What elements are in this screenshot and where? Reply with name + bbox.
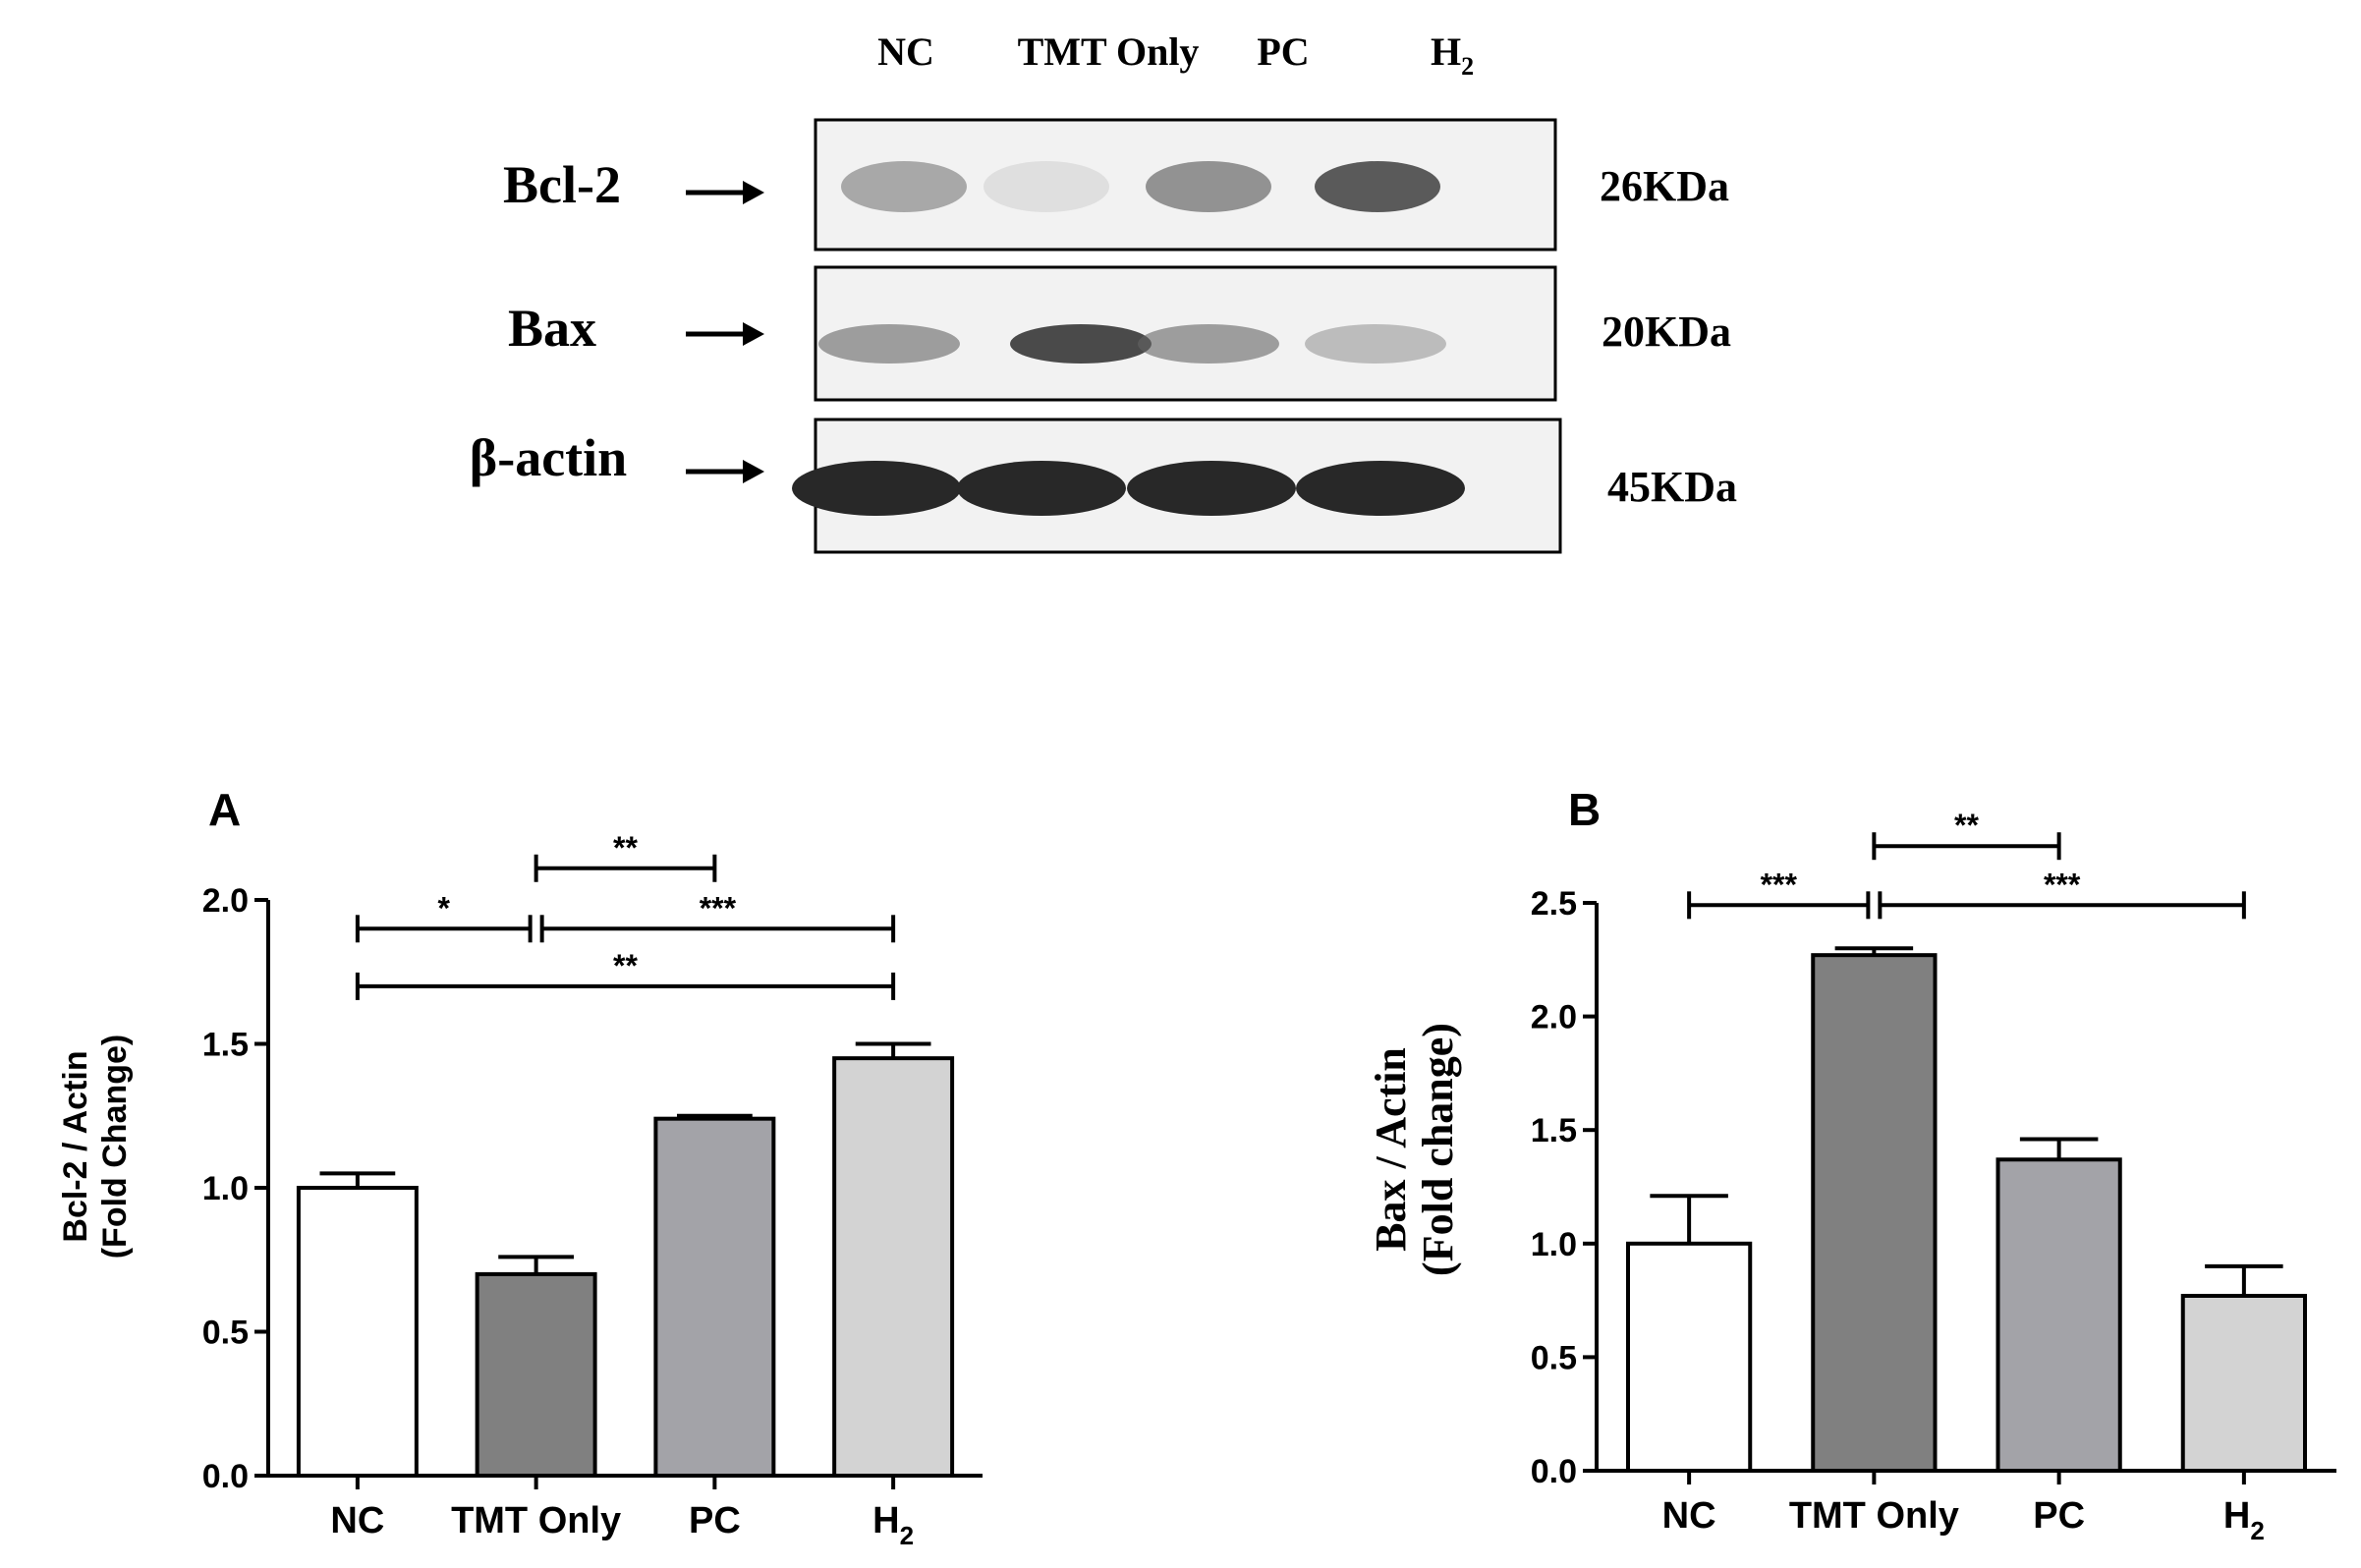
blot-band <box>984 161 1109 212</box>
blot-band <box>957 461 1126 516</box>
blot-protein-actin: β-actin <box>470 428 627 487</box>
blot-protein-bax: Bax <box>508 299 596 358</box>
blot-band <box>1305 324 1446 364</box>
y-tick-label: 0.0 <box>202 1458 249 1495</box>
blot-protein-bcl2: Bcl-2 <box>503 155 621 214</box>
y-tick-label: 0.5 <box>1531 1339 1577 1376</box>
y-tick-label: 2.0 <box>1531 999 1577 1036</box>
bar <box>1811 953 1938 1473</box>
significance-label: ** <box>1954 808 1979 843</box>
significance-label: *** <box>1761 867 1798 902</box>
chart-b-panel-label: B <box>1568 784 1601 835</box>
blot-band <box>818 324 960 364</box>
blot-band <box>792 461 961 516</box>
chart-b-plot: 0.00.51.01.52.02.5NC TMT Only PC H2******** <box>1531 808 2336 1545</box>
blot-band <box>1127 461 1296 516</box>
x-tick-label: TMT Only <box>451 1500 621 1541</box>
blot-size-bcl2: 26KDa <box>1600 162 1729 210</box>
y-tick-label: 0.5 <box>202 1315 249 1352</box>
arrow-icon <box>686 181 764 204</box>
x-tick-label: TMT Only <box>1789 1495 1959 1537</box>
western-blot: NC TMT Only PC H2 Bcl-2 26KDa Bax 20KDa … <box>470 29 1737 554</box>
x-tick-label: NC <box>330 1500 384 1541</box>
arrow-icon <box>686 460 764 483</box>
y-tick-label: 2.0 <box>202 882 249 920</box>
y-tick-label: 0.0 <box>1531 1453 1577 1490</box>
chart-b-ylabel-line1: Bax / Actin <box>1367 1047 1415 1252</box>
blot-size-actin: 45KDa <box>1607 463 1737 511</box>
blot-lane-label-nc: NC <box>877 29 934 74</box>
blot-lane-label-pc: PC <box>1257 29 1309 74</box>
blot-lane-labels: NC TMT Only PC H2 <box>877 29 1474 81</box>
blot-bands-bcl2 <box>841 161 1440 212</box>
bar <box>832 1056 955 1479</box>
bar <box>296 1186 419 1478</box>
bar <box>653 1116 776 1479</box>
chart-a-ylabel-line1: Bcl-2 / Actin <box>57 1050 94 1242</box>
significance-label: * <box>438 890 451 925</box>
blot-size-bax: 20KDa <box>1602 308 1731 356</box>
blot-lane-label-tmt: TMT Only <box>1018 29 1200 74</box>
significance-label: ** <box>613 948 638 983</box>
x-tick-label: H2 <box>872 1500 914 1550</box>
x-tick-label: NC <box>1662 1495 1716 1537</box>
blot-bands-bax <box>818 324 1446 364</box>
blot-band <box>1138 324 1279 364</box>
x-tick-label: H2 <box>2223 1495 2265 1545</box>
chart-b-y-axis-title: Bax / Actin (Fold change) <box>1367 1023 1462 1276</box>
y-tick-label: 1.0 <box>202 1170 249 1207</box>
blot-band <box>841 161 967 212</box>
y-tick-label: 2.5 <box>1531 885 1577 923</box>
chart-a-panel-label: A <box>208 784 241 835</box>
significance-label: *** <box>700 890 737 925</box>
significance-label: ** <box>613 830 638 866</box>
blot-band <box>1315 161 1440 212</box>
bar <box>2180 1293 2307 1473</box>
bar <box>475 1271 597 1479</box>
chart-a-y-axis-title: Bcl-2 / Actin (Fold Change) <box>57 1035 134 1260</box>
chart-a: A Bcl-2 / Actin (Fold Change) 0.0 0.5 1.0 1… <box>57 784 983 1550</box>
chart-a-plot: 0.00.51.01.52.0NC TMT Only PC H2******** <box>202 830 983 1550</box>
chart-b-ylabel-line2: (Fold change) <box>1414 1023 1462 1276</box>
bar <box>1996 1157 2122 1473</box>
blot-lane-label-h2: H2 <box>1431 29 1474 81</box>
blot-bands-actin <box>792 461 1465 516</box>
chart-a-ylabel-line2: (Fold Change) <box>96 1035 134 1260</box>
blot-band <box>1296 461 1465 516</box>
bar <box>1626 1241 1753 1474</box>
x-tick-label: PC <box>2033 1495 2085 1537</box>
blot-band <box>1010 324 1152 364</box>
y-tick-label: 1.5 <box>202 1027 249 1064</box>
blot-band <box>1146 161 1271 212</box>
y-tick-label: 1.5 <box>1531 1112 1577 1149</box>
chart-b: B Bax / Actin (Fold change) 0.0 0.5 1.0 1.5… <box>1367 784 2336 1545</box>
arrow-icon <box>686 322 764 346</box>
x-tick-label: PC <box>689 1500 741 1541</box>
significance-label: *** <box>2044 867 2081 902</box>
y-tick-label: 1.0 <box>1531 1226 1577 1263</box>
